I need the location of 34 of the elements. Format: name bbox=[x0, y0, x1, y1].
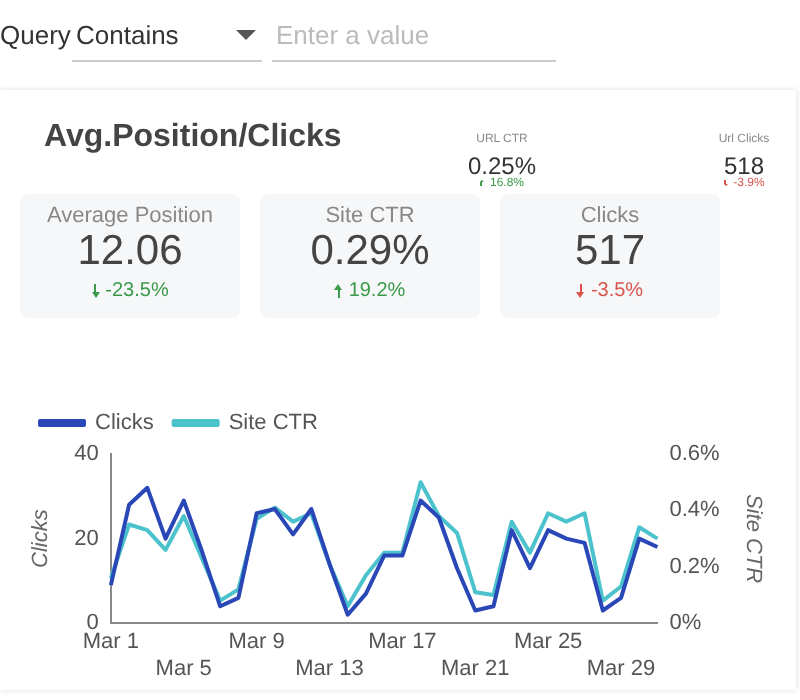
text: Contains bbox=[76, 20, 179, 50]
text: Enter a value bbox=[276, 20, 430, 50]
y2-tick-label: 0.6% bbox=[669, 442, 721, 467]
x-tick-label: Mar 25 bbox=[513, 630, 583, 655]
y2-tick-label: 0% bbox=[669, 611, 702, 636]
x-tick-label: Mar 17 bbox=[368, 630, 437, 655]
text: Average Position bbox=[45, 204, 215, 228]
y2-tick-label: 0.2% bbox=[669, 554, 721, 579]
y-axis-title: Clicks bbox=[29, 508, 54, 568]
legend-label: Site CTR bbox=[228, 411, 319, 436]
x-tick-label: Mar 1 bbox=[82, 630, 139, 655]
text: 0.29% bbox=[308, 228, 432, 276]
text: 12.06 bbox=[75, 228, 185, 276]
y2-tick-label: 0.4% bbox=[669, 498, 721, 523]
x-tick-label: Mar 29 bbox=[586, 656, 656, 681]
x-tick-label: Mar 21 bbox=[441, 656, 510, 681]
text: 518 bbox=[721, 152, 767, 180]
y-tick-label: 40 bbox=[74, 442, 99, 467]
chart-title: Avg.Position/Clicks bbox=[44, 120, 342, 156]
y-tick-label: 20 bbox=[74, 526, 99, 551]
text: -23.5% bbox=[105, 280, 169, 302]
text: -3.5% bbox=[590, 280, 644, 302]
text: 0.25% bbox=[465, 152, 539, 180]
text: Query bbox=[0, 20, 71, 50]
text: 19.2% bbox=[348, 280, 406, 302]
text: Site CTR bbox=[323, 204, 417, 228]
y-tick-label: 0 bbox=[86, 611, 99, 636]
x-tick-label: Mar 9 bbox=[228, 630, 285, 655]
x-tick-label: Mar 13 bbox=[295, 656, 364, 681]
y2-axis-title: Site CTR bbox=[740, 493, 765, 584]
x-tick-label: Mar 5 bbox=[155, 656, 212, 681]
text: Clicks bbox=[578, 204, 642, 228]
legend-label: Clicks bbox=[95, 411, 155, 436]
text: 517 bbox=[572, 228, 648, 276]
